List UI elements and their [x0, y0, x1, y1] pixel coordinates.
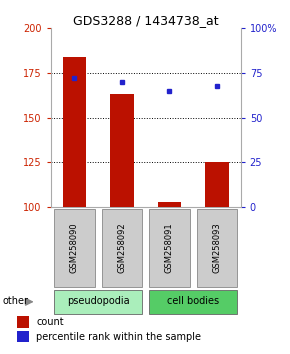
FancyBboxPatch shape: [149, 290, 237, 314]
FancyBboxPatch shape: [54, 290, 142, 314]
Bar: [157, 202, 181, 207]
Bar: [17, 316, 30, 328]
Bar: [17, 331, 30, 342]
Text: percentile rank within the sample: percentile rank within the sample: [37, 332, 202, 342]
Title: GDS3288 / 1434738_at: GDS3288 / 1434738_at: [73, 14, 219, 27]
Bar: [110, 95, 134, 207]
FancyBboxPatch shape: [197, 209, 237, 287]
Text: GSM258093: GSM258093: [213, 222, 222, 273]
FancyBboxPatch shape: [102, 209, 142, 287]
Text: cell bodies: cell bodies: [167, 296, 219, 306]
Text: pseudopodia: pseudopodia: [67, 296, 130, 306]
Text: count: count: [37, 317, 64, 327]
FancyBboxPatch shape: [54, 209, 95, 287]
Bar: [205, 162, 229, 207]
Bar: [63, 57, 86, 207]
Text: GSM258091: GSM258091: [165, 222, 174, 273]
Text: other: other: [3, 296, 28, 306]
FancyBboxPatch shape: [149, 209, 190, 287]
Text: GSM258092: GSM258092: [117, 222, 126, 273]
Text: GSM258090: GSM258090: [70, 222, 79, 273]
